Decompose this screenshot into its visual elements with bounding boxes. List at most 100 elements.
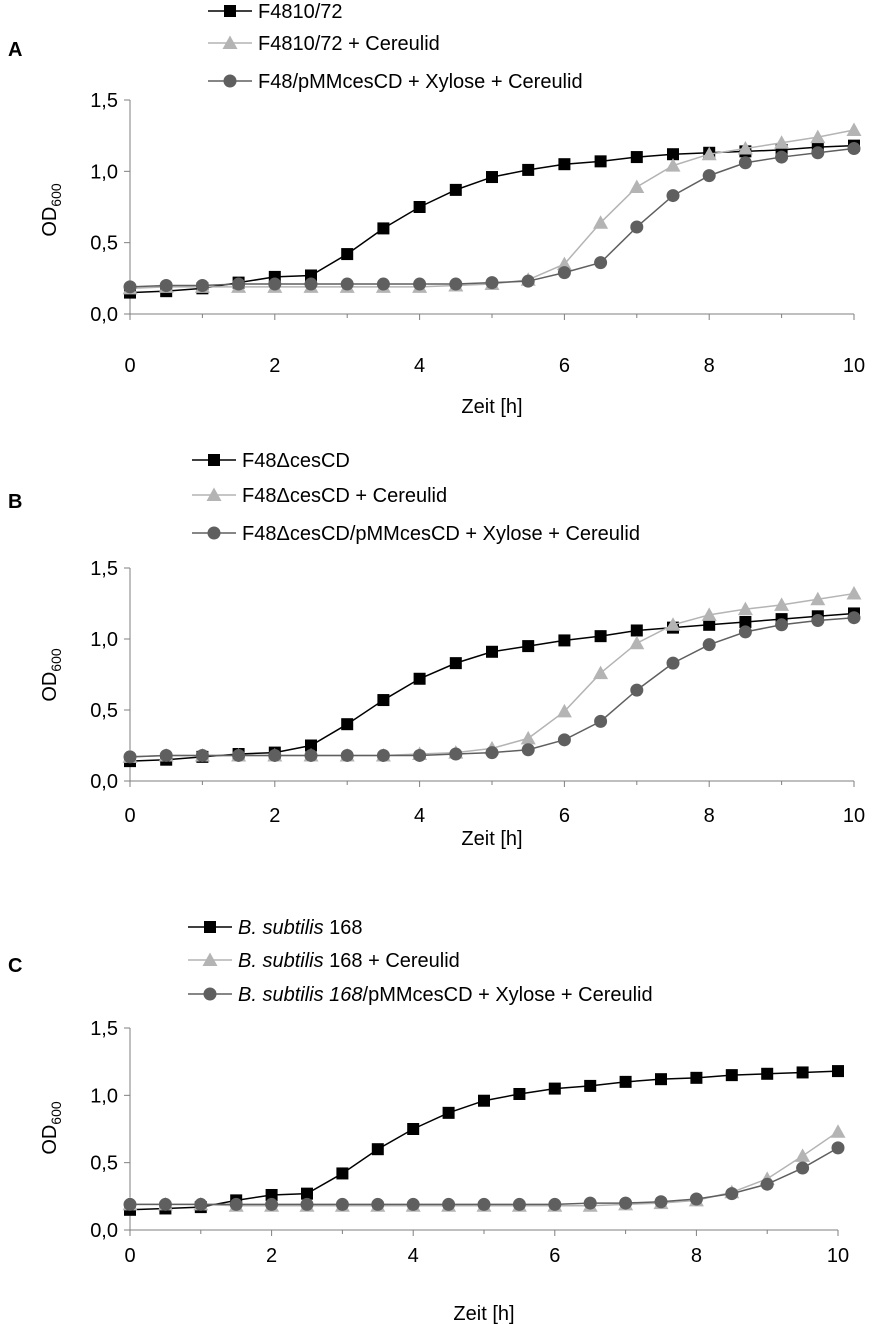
y-tick-label-3: 1,5 <box>90 558 118 580</box>
marker-triangle-1-20 <box>846 122 862 136</box>
marker-circle-2-19 <box>811 146 825 160</box>
legend-text-part: F4810/72 <box>258 1 343 23</box>
marker-triangle-1-15 <box>665 158 681 172</box>
marker-square-0-9 <box>449 183 462 196</box>
marker-triangle-1-12 <box>556 256 572 271</box>
marker-square-0-17 <box>739 615 752 628</box>
marker-square-0-legend <box>224 5 236 17</box>
marker-circle-2-8 <box>413 277 427 291</box>
marker-circle-2-20 <box>847 142 861 156</box>
marker-circle-2-18 <box>775 150 789 164</box>
x-tick-label-5: 10 <box>827 1245 849 1267</box>
marker-triangle-1-13 <box>593 665 609 680</box>
marker-square-0-10 <box>478 1094 490 1107</box>
x-tick-label-4: 8 <box>691 1245 702 1267</box>
x-tick-label-5: 10 <box>843 355 865 377</box>
marker-triangle-1-legend <box>202 952 218 966</box>
y-axis-label-main: OD <box>39 207 61 237</box>
legend-text-part: 168 + Cereulid <box>324 950 460 972</box>
marker-triangle-1-20 <box>846 586 862 600</box>
panel-letter: A <box>8 39 22 61</box>
marker-square-0-11 <box>522 163 535 176</box>
x-tick-label-3: 6 <box>549 1245 560 1267</box>
x-tick-label-2: 4 <box>408 1245 419 1267</box>
marker-triangle-1-13 <box>593 215 609 229</box>
marker-square-0-8 <box>413 201 426 213</box>
marker-square-0-6 <box>336 1167 349 1180</box>
marker-square-0-14 <box>630 151 643 164</box>
marker-square-0-legend <box>208 454 220 466</box>
marker-square-0-8 <box>407 1123 420 1135</box>
marker-circle-2-16 <box>702 169 716 183</box>
marker-circle-2-12 <box>557 733 571 747</box>
marker-triangle-1-19 <box>810 129 826 144</box>
series-2 <box>123 611 861 764</box>
marker-square-0-13 <box>594 630 607 643</box>
x-tick-label-1: 2 <box>266 1245 277 1267</box>
y-tick-label-0: 0,0 <box>90 1220 118 1242</box>
legend-text-part: B. subtilis <box>238 950 324 972</box>
marker-circle-2-legend <box>207 526 221 540</box>
x-tick-label-1: 2 <box>269 355 280 377</box>
y-tick-label-3: 1,5 <box>90 90 118 112</box>
legend-label-0: B. subtilis 168 <box>238 917 363 939</box>
marker-circle-2-10 <box>477 1197 491 1211</box>
legend-entry-0: B. subtilis 168 <box>188 917 363 939</box>
marker-circle-2-7 <box>376 748 390 762</box>
y-axis-label-subscript: 600 <box>48 183 64 207</box>
series-2 <box>123 142 861 294</box>
marker-square-0-10 <box>486 171 498 184</box>
marker-circle-2-5 <box>304 748 318 762</box>
series-line-2 <box>129 616 855 758</box>
marker-triangle-1-18 <box>774 135 790 149</box>
panel-b: B 0,0 0,5 1,0 1,5 0 2 4 6 8 10 Zeit [h] OD600 F48Δces… <box>8 450 865 850</box>
legend-entry-2: F48/pMMcesCD + Xylose + Cereulid <box>208 71 583 93</box>
marker-square-0-legend <box>204 921 216 933</box>
marker-circle-2-14 <box>630 683 644 697</box>
x-tick-label-0: 0 <box>124 355 135 377</box>
marker-triangle-1-17 <box>737 601 753 616</box>
x-tick-label-1: 2 <box>269 805 280 827</box>
marker-circle-2-17 <box>738 625 752 639</box>
series-1 <box>122 122 862 295</box>
marker-square-0-10 <box>486 645 498 658</box>
marker-triangle-1-16 <box>701 146 717 161</box>
marker-circle-2-14 <box>630 220 644 234</box>
legend-label-2: F48/pMMcesCD + Xylose + Cereulid <box>258 71 583 93</box>
legend-label-1: B. subtilis 168 + Cereulid <box>238 950 460 972</box>
marker-circle-2-19 <box>796 1161 810 1175</box>
marker-circle-2-20 <box>831 1141 845 1155</box>
y-tick-label-0: 0,0 <box>90 304 118 326</box>
legend-entry-2: F48ΔcesCD/pMMcesCD + Xylose + Cereulid <box>192 523 640 545</box>
marker-circle-2-10 <box>485 276 499 290</box>
marker-square-0-15 <box>667 148 679 161</box>
marker-square-0-20 <box>832 1065 844 1078</box>
legend-label-0: F4810/72 <box>258 1 343 23</box>
marker-square-0-15 <box>655 1073 667 1086</box>
marker-triangle-1-14 <box>629 635 645 650</box>
x-tick-label-3: 6 <box>559 805 570 827</box>
marker-circle-2-5 <box>300 1197 314 1211</box>
y-axis-label: OD600 <box>39 648 64 702</box>
y-tick-label-1: 0,5 <box>90 233 118 255</box>
marker-circle-2-2 <box>195 278 209 292</box>
marker-square-0-17 <box>725 1069 738 1082</box>
series-2 <box>123 1141 845 1211</box>
marker-square-0-13 <box>594 155 607 168</box>
panel-c: C 0,0 0,5 1,0 1,5 0 2 4 6 8 10 Zeit [h] OD600 B. subt… <box>8 917 849 1324</box>
marker-square-0-5 <box>305 739 317 752</box>
marker-circle-2-15 <box>666 189 680 203</box>
marker-circle-2-17 <box>725 1187 739 1201</box>
marker-square-0-5 <box>301 1187 313 1200</box>
marker-square-0-7 <box>371 1143 384 1156</box>
x-tick-label-0: 0 <box>124 1245 135 1267</box>
panel-letter: C <box>8 955 22 977</box>
series-1 <box>122 586 862 763</box>
y-tick-label-1: 0,5 <box>90 1153 118 1175</box>
panel-letter: B <box>8 491 22 513</box>
marker-circle-2-13 <box>583 1196 597 1210</box>
marker-square-0-12 <box>548 1082 561 1095</box>
marker-circle-2-9 <box>449 277 463 291</box>
marker-circle-2-0 <box>123 280 137 294</box>
marker-triangle-1-17 <box>737 141 753 155</box>
